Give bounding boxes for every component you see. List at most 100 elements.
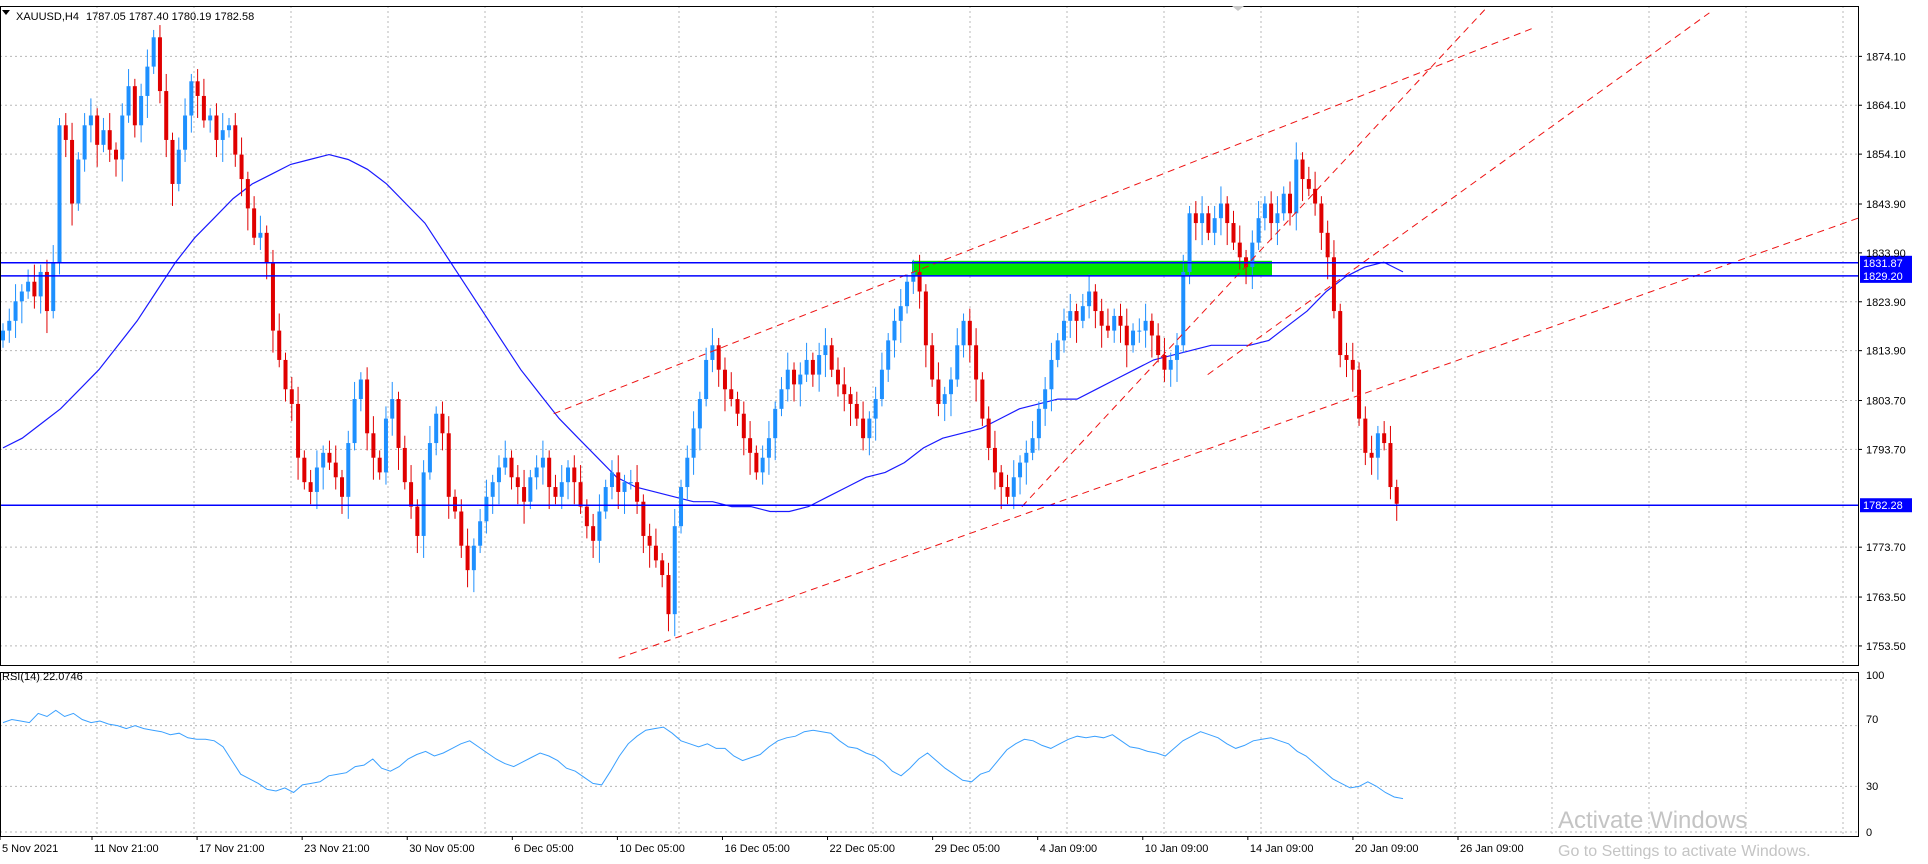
- trend-layer: [553, 7, 1859, 659]
- candle-body: [1, 330, 5, 341]
- candle-body: [157, 37, 162, 92]
- candle-body: [233, 125, 238, 155]
- candle-body: [1218, 203, 1223, 219]
- candle-body: [1068, 311, 1073, 321]
- candle-body: [1200, 213, 1205, 224]
- candle-body: [358, 379, 363, 400]
- candle-body: [19, 291, 24, 302]
- x-tick-label: 30 Nov 05:00: [409, 843, 474, 855]
- candle-body: [547, 457, 552, 488]
- candle-body: [264, 232, 269, 263]
- candle-body: [628, 482, 633, 484]
- candle-body: [82, 125, 87, 160]
- candle-body: [917, 271, 922, 292]
- candle-body: [842, 384, 847, 395]
- candle-body: [559, 482, 564, 497]
- y-tick-label: 1874.10: [1866, 51, 1906, 63]
- candle-body: [1225, 203, 1230, 224]
- candle-body: [685, 457, 690, 488]
- candle-body: [51, 262, 56, 312]
- candle-body: [1011, 477, 1016, 497]
- candle-body: [616, 472, 621, 492]
- candle-body: [710, 345, 715, 360]
- candle-body: [691, 428, 696, 458]
- candle-body: [760, 457, 765, 473]
- candle-body: [1212, 218, 1217, 233]
- candle-body: [1049, 359, 1054, 390]
- main-frame: [0, 6, 1859, 666]
- candle-body: [1181, 271, 1186, 346]
- grid-layer: [0, 6, 1858, 836]
- ohlc-label: 1787.05 1787.40 1780.19 1782.58: [86, 11, 254, 23]
- candle-body: [1300, 159, 1305, 180]
- x-tick-label: 17 Nov 21:00: [199, 843, 264, 855]
- candle-body: [396, 399, 401, 448]
- rsi-line: [2, 709, 1404, 800]
- price-label-box: [1860, 498, 1912, 513]
- candle-body: [1331, 257, 1336, 312]
- candle-body: [1262, 203, 1267, 219]
- candle-body: [879, 369, 884, 400]
- y-tick-label: 1763.50: [1866, 592, 1906, 604]
- candle-body: [1350, 359, 1355, 370]
- candle-body: [861, 418, 866, 439]
- candle-body: [1018, 462, 1023, 478]
- candle-body: [873, 399, 878, 419]
- candle-body: [120, 115, 125, 160]
- scroll-marker-icon[interactable]: [1232, 6, 1244, 11]
- candle-body: [352, 399, 357, 444]
- candle-body: [1043, 389, 1048, 409]
- price-label-text: 1782.28: [1863, 500, 1903, 512]
- candle-body: [95, 115, 100, 145]
- collapse-triangle-icon[interactable]: [2, 10, 10, 15]
- candle-body: [245, 179, 250, 209]
- candle-body: [1231, 223, 1236, 243]
- candle-body: [1319, 203, 1324, 233]
- candle-body: [421, 472, 426, 536]
- x-tick-label: 23 Nov 21:00: [304, 843, 369, 855]
- candle-body: [453, 496, 458, 512]
- x-tick-label: 11 Nov 21:00: [94, 843, 159, 855]
- y-tick-label: 1793.70: [1866, 444, 1906, 456]
- candle-body: [584, 506, 589, 527]
- candle-body: [227, 125, 232, 131]
- candle-body: [7, 320, 12, 331]
- x-tick-label: 16 Dec 05:00: [724, 843, 789, 855]
- candle-body: [490, 482, 495, 497]
- candle-body: [321, 452, 326, 468]
- candle-body: [289, 389, 294, 404]
- candle-body: [63, 125, 68, 140]
- candle-body: [101, 130, 106, 145]
- candle-body: [478, 521, 483, 546]
- candle-body: [948, 379, 953, 395]
- rsi-tick-30: 30: [1866, 781, 1878, 793]
- candle-body: [76, 159, 81, 204]
- candle-body: [961, 320, 966, 346]
- candle-body: [679, 487, 684, 527]
- candle-body: [1061, 320, 1066, 341]
- candle-body: [748, 438, 753, 453]
- candle-body: [70, 139, 75, 204]
- candle-body: [1162, 355, 1167, 370]
- candle-body: [974, 345, 979, 380]
- candle-body: [434, 413, 439, 444]
- candle-body: [308, 482, 313, 492]
- price-label-text: 1829.20: [1863, 271, 1903, 283]
- trendline: [618, 217, 1859, 659]
- candle-body: [220, 130, 225, 140]
- candle-body: [201, 95, 206, 121]
- candle-body: [427, 443, 432, 473]
- candle-body: [591, 526, 596, 541]
- candle-body: [270, 262, 275, 331]
- candle-body: [465, 545, 470, 571]
- rsi-label: RSI(14) 22.0746: [2, 671, 83, 683]
- candle-body: [1099, 311, 1104, 326]
- candle-body: [1394, 487, 1399, 504]
- candle-body: [446, 433, 451, 497]
- ma-layer: [2, 153, 1404, 513]
- candle-body: [283, 359, 288, 390]
- x-tick-label: 20 Jan 09:00: [1355, 843, 1419, 855]
- candle-body: [189, 81, 194, 116]
